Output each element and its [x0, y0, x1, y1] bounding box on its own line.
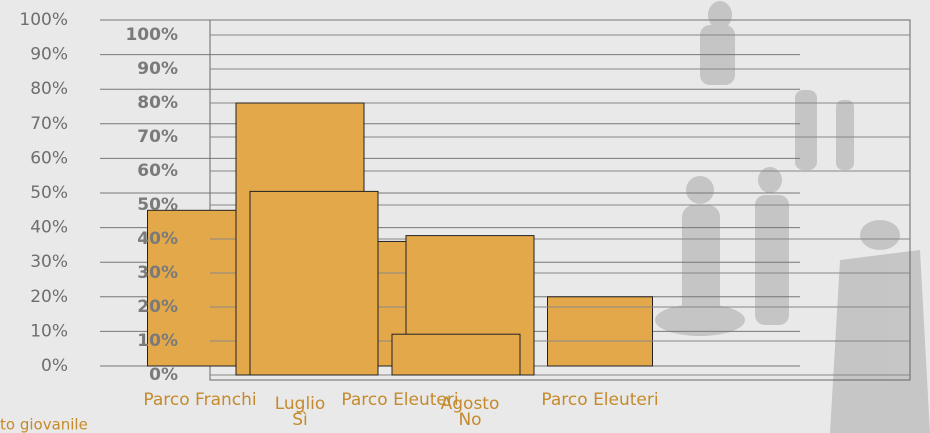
y-tick-label: 30%	[137, 263, 178, 283]
bar	[391, 333, 521, 376]
y-tick-label: 80%	[30, 79, 68, 99]
y-tick-label: 50%	[137, 195, 178, 215]
bar	[547, 296, 653, 367]
x-tick-label: Parco Eleuteri	[341, 390, 458, 410]
y-tick-label: 20%	[30, 287, 68, 307]
background-figures	[655, 1, 930, 433]
y-tick-label: 70%	[30, 114, 68, 134]
y-tick-label: 100%	[19, 10, 68, 30]
y-tick-label: 50%	[30, 183, 68, 203]
y-tick-label: 90%	[137, 59, 178, 79]
bar	[249, 190, 379, 376]
y-tick-label: 60%	[30, 148, 68, 168]
x-tick-label: Luglio	[275, 394, 326, 414]
x-tick-label: Agosto	[441, 394, 500, 414]
y-tick-label: 10%	[137, 331, 178, 351]
y-tick-label: 30%	[30, 252, 68, 272]
y-tick-label: 90%	[30, 45, 68, 65]
x-tick-label: Parco Eleuteri	[541, 390, 658, 410]
y-tick-label: 60%	[137, 161, 178, 181]
y-tick-label: 10%	[30, 321, 68, 341]
y-tick-label: 0%	[149, 365, 178, 385]
y-tick-label: 40%	[30, 218, 68, 238]
bar	[147, 209, 253, 367]
y-tick-label: 20%	[137, 297, 178, 317]
x-sub-label: Sì	[292, 410, 308, 430]
footer-text: to giovanile	[0, 416, 88, 433]
y-tick-label: 100%	[125, 25, 178, 45]
x-tick-label: Parco Franchi	[143, 390, 256, 410]
y-tick-label: 80%	[137, 93, 178, 113]
y-tick-label: 70%	[137, 127, 178, 147]
y-tick-label: 0%	[41, 356, 68, 376]
y-tick-label: 40%	[137, 229, 178, 249]
x-sub-label: No	[458, 410, 481, 430]
